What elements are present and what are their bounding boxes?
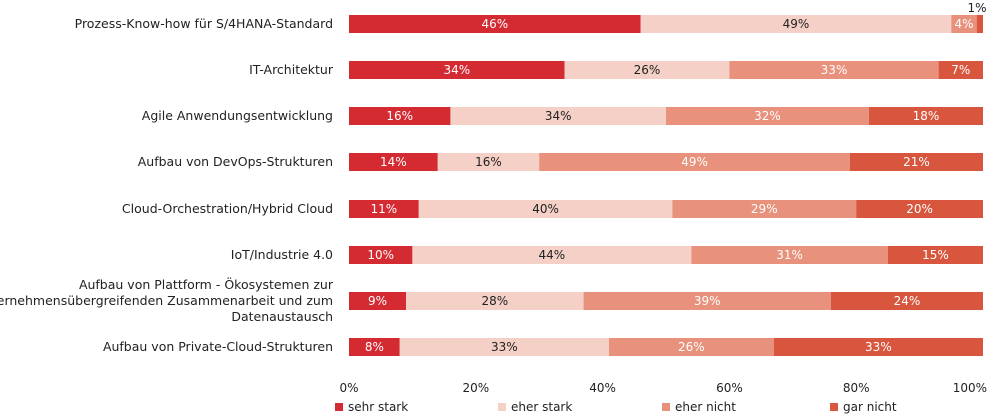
bar-segment: [773, 338, 983, 356]
legend-item: sehr stark: [335, 400, 408, 414]
bar-segment: [951, 15, 977, 33]
bar-segment: [349, 61, 565, 79]
data-label: 29%: [751, 202, 778, 216]
x-axis: 0% 20% 40% 60% 80% 100%: [339, 381, 987, 395]
data-label: 33%: [865, 340, 892, 354]
bar-segment: [349, 338, 400, 356]
data-label: 15%: [922, 248, 949, 262]
data-label: 7%: [951, 63, 970, 77]
bars: 46% 49% 4% 1% 34% 26% 33% 7% 16% 34% 32% 18% 14% 16% 4…: [349, 1, 987, 356]
bar-segment: [976, 15, 983, 33]
data-label: 4%: [954, 17, 973, 31]
data-label: 28%: [481, 294, 508, 308]
legend-label: gar nicht: [843, 400, 897, 414]
data-label: 16%: [475, 155, 502, 169]
legend-label: eher stark: [511, 400, 572, 414]
data-label: 21%: [903, 155, 930, 169]
bar-segment: [450, 107, 666, 125]
legend-item: eher nicht: [662, 400, 736, 414]
bar-segment: [830, 292, 983, 310]
data-label: 46%: [481, 17, 508, 31]
legend-item: eher stark: [498, 400, 572, 414]
bar-segment: [406, 292, 584, 310]
data-label: 49%: [681, 155, 708, 169]
bar-segment: [349, 246, 413, 264]
x-tick-label: 60%: [716, 381, 743, 395]
bar-segment: [640, 15, 952, 33]
category-label: IoT/Industrie 4.0: [231, 247, 333, 262]
bar-segment: [437, 153, 540, 171]
data-label: 39%: [694, 294, 721, 308]
legend-swatch: [335, 403, 343, 411]
bar-segment: [856, 200, 983, 218]
bar-segment: [418, 200, 673, 218]
bar-segment: [564, 61, 730, 79]
category-labels: Prozess-Know-how für S/4HANA-Standard IT-…: [0, 16, 334, 354]
bar-segment: [349, 153, 438, 171]
data-label: 9%: [368, 294, 387, 308]
category-label: Aufbau von DevOps-Strukturen: [138, 154, 333, 169]
bar-segment: [608, 338, 774, 356]
data-label: 24%: [894, 294, 921, 308]
bar-segment: [729, 61, 939, 79]
data-label: 26%: [678, 340, 705, 354]
category-label: IT-Architektur: [249, 62, 334, 77]
legend-swatch: [498, 403, 506, 411]
bar-segment: [583, 292, 831, 310]
data-label: 34%: [443, 63, 470, 77]
bar-segment: [887, 246, 983, 264]
legend-swatch: [662, 403, 670, 411]
data-label: 33%: [491, 340, 518, 354]
legend-swatch: [830, 403, 838, 411]
bar-segment: [539, 153, 850, 171]
data-label: 31%: [776, 248, 803, 262]
category-label: Aufbau von Private-Cloud-Strukturen: [103, 339, 333, 354]
data-label: 34%: [545, 109, 572, 123]
bar-segment: [349, 292, 407, 310]
bar-segment: [672, 200, 857, 218]
bar-segment: [849, 153, 983, 171]
bar-segment: [868, 107, 983, 125]
data-label: 26%: [634, 63, 661, 77]
data-label: 16%: [386, 109, 413, 123]
data-label: 40%: [532, 202, 559, 216]
category-label: Agile Anwendungsentwicklung: [142, 108, 333, 123]
legend-label: eher nicht: [675, 400, 736, 414]
data-label: 49%: [783, 17, 810, 31]
data-label: 11%: [371, 202, 398, 216]
bar-segment: [666, 107, 869, 125]
legend-item: gar nicht: [830, 400, 897, 414]
bar-segment: [349, 15, 641, 33]
x-tick-label: 40%: [589, 381, 616, 395]
x-tick-label: 100%: [953, 381, 987, 395]
bar-segment: [399, 338, 609, 356]
data-label: 14%: [380, 155, 407, 169]
legend-label: sehr stark: [348, 400, 408, 414]
bar-segment: [412, 246, 692, 264]
x-tick-label: 80%: [843, 381, 870, 395]
bar-segment: [938, 61, 983, 79]
category-label: Prozess-Know-how für S/4HANA-Standard: [75, 16, 333, 31]
data-label: 44%: [539, 248, 566, 262]
category-label: Aufbau von Plattform - Ökosystemen zur un…: [0, 276, 334, 324]
data-label: 1%: [967, 1, 986, 15]
x-tick-label: 20%: [462, 381, 489, 395]
bar-segment: [349, 200, 419, 218]
data-label: 33%: [821, 63, 848, 77]
bar-segment: [691, 246, 888, 264]
data-label: 32%: [754, 109, 781, 123]
data-label: 8%: [365, 340, 384, 354]
data-label: 10%: [367, 248, 394, 262]
category-label: Cloud-Orchestration/Hybrid Cloud: [122, 201, 333, 216]
data-label: 20%: [906, 202, 933, 216]
data-label: 18%: [913, 109, 940, 123]
x-tick-label: 0%: [339, 381, 358, 395]
legend: sehr stark eher stark eher nicht gar nicht: [335, 400, 897, 414]
bar-segment: [349, 107, 451, 125]
